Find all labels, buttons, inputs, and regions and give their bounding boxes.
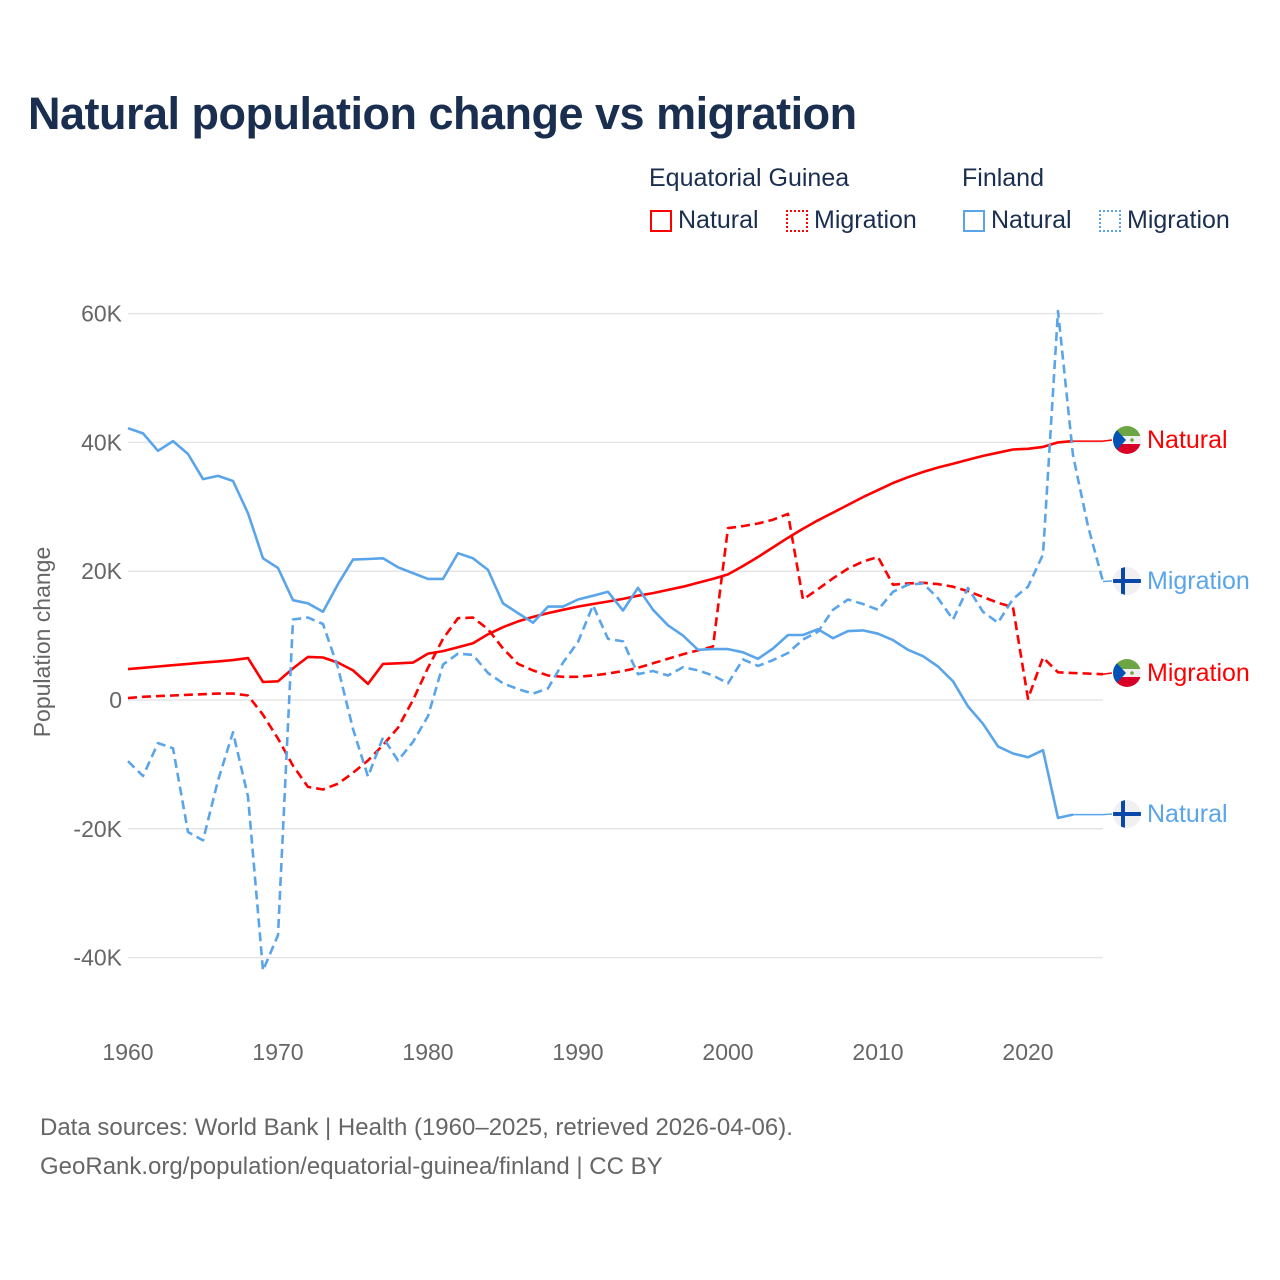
series-line-finland-natural	[127, 426, 1074, 820]
series-end-label-equatorial-guinea-migration: Migration	[1147, 659, 1250, 687]
series-end-label-finland-natural: Natural	[1147, 800, 1228, 828]
legend-label: Migration	[1127, 206, 1230, 234]
x-tick-label: 1970	[252, 1039, 303, 1065]
legend-group-equatorial-guinea: Equatorial Guinea	[649, 164, 850, 192]
legend-swatch-dotted-blue	[1099, 209, 1121, 232]
finland-flag-icon	[1113, 800, 1141, 828]
series-end-label-finland-migration: Migration	[1147, 567, 1250, 595]
legend-group-finland: Finland	[962, 164, 1044, 192]
series-end-label-equatorial-guinea-natural: Natural	[1147, 426, 1228, 454]
equatorial-guinea-flag-icon	[1113, 659, 1141, 687]
legend-item-eg-natural[interactable]: Natural	[650, 206, 759, 235]
y-tick-label: -40K	[73, 945, 122, 971]
legend-swatch-solid-blue	[963, 209, 985, 232]
x-tick-label: 1980	[402, 1039, 453, 1065]
x-tick-label: 1990	[552, 1039, 603, 1065]
y-tick-label: 40K	[81, 429, 123, 455]
x-tick-label: 1960	[102, 1039, 153, 1065]
legend-item-fi-natural[interactable]: Natural	[963, 206, 1072, 235]
x-tick-label: 2020	[1002, 1039, 1053, 1065]
legend-item-eg-migration[interactable]: Migration	[786, 206, 917, 235]
series-line-equatorial-guinea-natural	[127, 439, 1074, 686]
series-line-finland-migration	[127, 309, 1105, 972]
legend-swatch-solid-red	[650, 209, 672, 232]
x-tick-label: 2000	[702, 1039, 753, 1065]
chart-title: Natural population change vs migration	[28, 88, 857, 139]
y-tick-label: 20K	[81, 558, 123, 584]
y-axis-label: Population change	[29, 547, 55, 738]
legend-swatch-dotted-red	[786, 209, 808, 232]
legend-label: Natural	[991, 206, 1072, 234]
legend-label: Natural	[678, 206, 759, 234]
x-tick-label: 2010	[852, 1039, 903, 1065]
y-tick-label: -20K	[73, 816, 122, 842]
label-leader-line	[1073, 813, 1113, 816]
y-tick-label: 60K	[81, 301, 123, 327]
label-leader-line	[1102, 672, 1113, 675]
label-leader-line	[1102, 580, 1113, 583]
footer-sources: Data sources: World Bank | Health (1960–…	[40, 1114, 793, 1141]
legend-label: Migration	[814, 206, 917, 234]
legend-item-fi-migration[interactable]: Migration	[1099, 206, 1230, 235]
finland-flag-icon	[1113, 567, 1141, 595]
footer-link[interactable]: GeoRank.org/population/equatorial-guinea…	[40, 1153, 663, 1180]
y-tick-label: 0	[109, 687, 122, 713]
footer: Data sources: World Bank | Health (1960–…	[40, 1108, 793, 1186]
label-leader-line	[1073, 439, 1113, 442]
equatorial-guinea-flag-icon	[1113, 426, 1141, 454]
series-line-equatorial-guinea-migration	[127, 512, 1104, 791]
